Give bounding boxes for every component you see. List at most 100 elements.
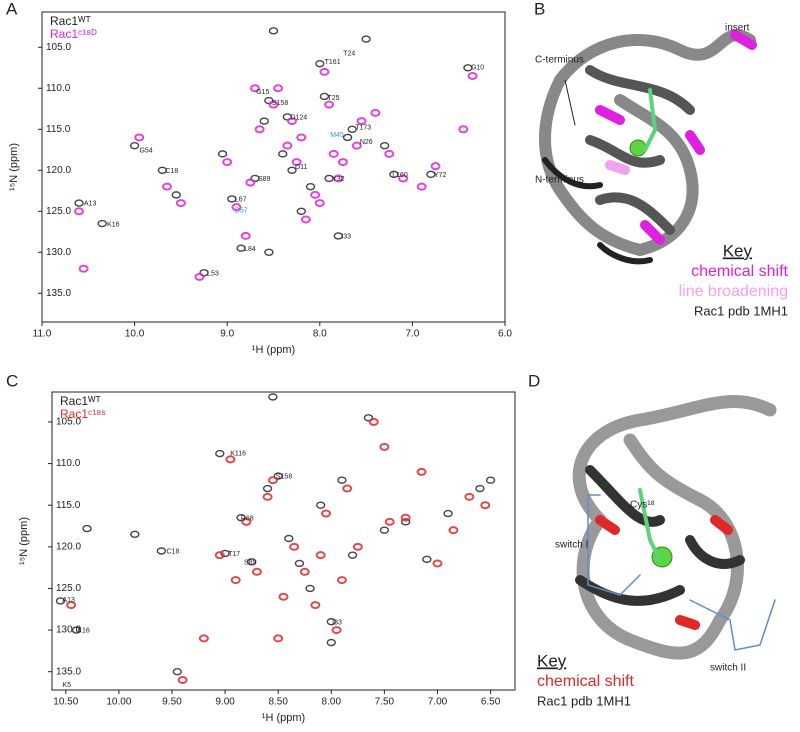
- structure-label: Cys¹⁸: [630, 500, 655, 511]
- y-tick-label: 135.0: [56, 666, 81, 677]
- peak-label: T161: [325, 59, 341, 66]
- peak: [284, 534, 294, 543]
- peak: [363, 414, 374, 422]
- peak: [300, 215, 311, 224]
- peak: [342, 484, 353, 493]
- peak-label: Y32: [332, 176, 345, 183]
- peak: [361, 35, 371, 43]
- peak-label: C18: [165, 168, 178, 175]
- peak-label: T25: [327, 95, 339, 102]
- peak: [273, 84, 284, 93]
- peak: [273, 634, 284, 643]
- peak: [254, 125, 265, 134]
- peak-label: D124: [290, 115, 307, 122]
- y-axis-label: ¹⁵N (ppm): [18, 517, 30, 565]
- structure-label: N-terminus: [535, 175, 584, 186]
- peak: [175, 199, 186, 208]
- peak: [214, 551, 225, 560]
- peak: [66, 601, 77, 610]
- legend-entry: Rac1ᵂᵀ: [60, 394, 101, 408]
- peak: [236, 244, 246, 252]
- legend-entry: Rac1ᶜ¹⁸ᴰ: [50, 27, 97, 41]
- peak: [225, 455, 236, 464]
- peak: [398, 174, 409, 183]
- peak-label: D57: [235, 207, 248, 214]
- peak: [273, 472, 283, 480]
- peak: [231, 203, 242, 212]
- x-tick-label: 8.0: [313, 329, 327, 340]
- peak: [485, 476, 496, 484]
- peak: [333, 174, 344, 183]
- peak: [129, 141, 140, 150]
- peak-label: N26: [360, 139, 373, 146]
- peak-label: I33: [341, 234, 351, 241]
- structure-label: insert: [725, 23, 750, 34]
- peak-label: S158: [276, 474, 292, 481]
- peak: [78, 264, 89, 273]
- x-tick-label: 11.0: [33, 329, 52, 340]
- x-tick-label: 6.0: [498, 329, 512, 340]
- peak: [171, 191, 181, 199]
- peak: [246, 558, 257, 566]
- x-tick-label: 8.00: [322, 697, 342, 708]
- peak: [379, 526, 390, 534]
- peak: [347, 551, 358, 559]
- y-tick-label: 110.0: [56, 458, 81, 469]
- peak: [333, 232, 344, 240]
- peak: [262, 492, 273, 501]
- peak: [220, 549, 230, 558]
- plot-frame: [41, 11, 506, 323]
- key-entry: Rac1 pdb 1MH1: [537, 693, 631, 708]
- peak-label: S89: [244, 559, 257, 566]
- peak: [245, 178, 256, 187]
- peak: [310, 190, 321, 199]
- peak: [215, 449, 225, 458]
- y-tick-label: 135.0: [46, 288, 71, 299]
- peak-label: A13: [84, 201, 97, 208]
- y-tick-label: 110.0: [46, 83, 71, 94]
- peak-label: D11: [295, 164, 307, 171]
- y-tick-label: 125.0: [46, 206, 71, 217]
- peak: [426, 170, 436, 179]
- peak: [287, 166, 297, 174]
- peak-label: G54: [139, 147, 152, 154]
- peak-label: Y72: [434, 172, 447, 179]
- peak: [463, 64, 473, 72]
- peak-label: L67: [235, 197, 247, 204]
- peak: [296, 207, 306, 215]
- y-tick-label: 130.0: [56, 625, 81, 636]
- peak: [400, 513, 411, 522]
- peak: [430, 162, 441, 171]
- x-tick-label: 9.0: [220, 329, 234, 340]
- peak: [157, 166, 168, 174]
- peak: [134, 133, 145, 142]
- peak: [82, 524, 92, 533]
- peak: [217, 150, 228, 158]
- peak: [291, 158, 302, 167]
- y-tick-label: 105.0: [46, 42, 71, 53]
- key-entry: Rac1 pdb 1MH1: [694, 303, 788, 318]
- peak-label: K16: [77, 628, 90, 635]
- peak: [251, 567, 262, 576]
- peak: [337, 158, 348, 167]
- peak-label: L160: [392, 172, 408, 179]
- peak: [299, 567, 310, 576]
- panel-letter: A: [6, 0, 18, 18]
- x-tick-label: 10.50: [53, 697, 78, 708]
- peak-label: G10: [471, 65, 484, 72]
- peak-label: K5: [62, 682, 71, 689]
- peak-label: A13: [62, 597, 75, 604]
- y-axis-label: ¹⁵N (ppm): [8, 143, 20, 191]
- peak: [351, 141, 362, 150]
- peak: [268, 27, 279, 35]
- x-tick-label: 10.0: [125, 329, 145, 340]
- key-entry: line broadening: [679, 283, 788, 300]
- x-tick-label: 8.50: [268, 697, 288, 708]
- peak: [315, 501, 326, 509]
- peak: [389, 170, 399, 179]
- structure-label: switch I: [555, 540, 588, 551]
- peak: [268, 393, 278, 401]
- legend-entry: Rac1ᵂᵀ: [50, 14, 91, 28]
- x-axis-label: ¹H (ppm): [262, 712, 305, 724]
